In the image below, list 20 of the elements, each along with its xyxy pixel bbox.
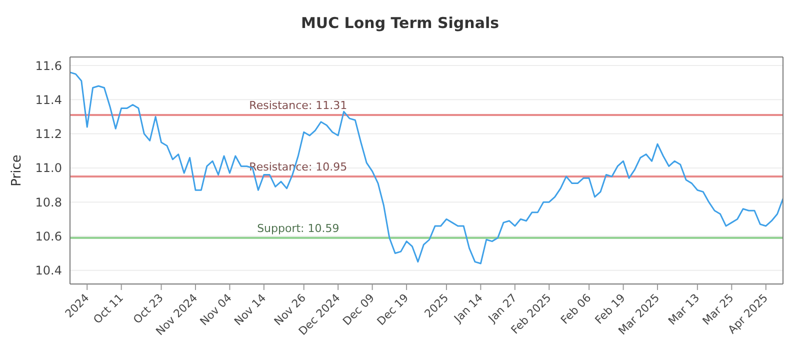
y-tick-label: 11.2	[35, 127, 62, 142]
line-series	[70, 72, 783, 264]
x-tick-label: Nov 04	[198, 291, 234, 328]
y-tick-label: 11.0	[35, 161, 62, 176]
y-tick-label: 11.4	[35, 92, 62, 107]
y-tick-label: 10.4	[35, 264, 62, 278]
chart-title: MUC Long Term Signals	[300, 13, 500, 34]
y-tick-label: 10.8	[35, 195, 62, 210]
x-tick-label: Oct 11	[90, 291, 126, 326]
x-tick-label: Dec 09	[340, 291, 377, 328]
x-tick-label: Mar 13	[666, 291, 702, 328]
x-tick-label: Dec 19	[374, 291, 412, 328]
y-tick-label: 10.6	[35, 229, 62, 244]
x-tick-label: Feb 06	[558, 291, 594, 327]
ref-line-label: Support: 10.59	[257, 222, 340, 235]
y-tick-label: 11.6	[35, 58, 62, 73]
x-tick-label: Jan 14	[451, 291, 486, 326]
x-tick-label: Nov 14	[232, 291, 269, 328]
ref-line-label: Resistance: 11.31	[249, 99, 348, 112]
y-axis-title: Price	[10, 154, 25, 186]
